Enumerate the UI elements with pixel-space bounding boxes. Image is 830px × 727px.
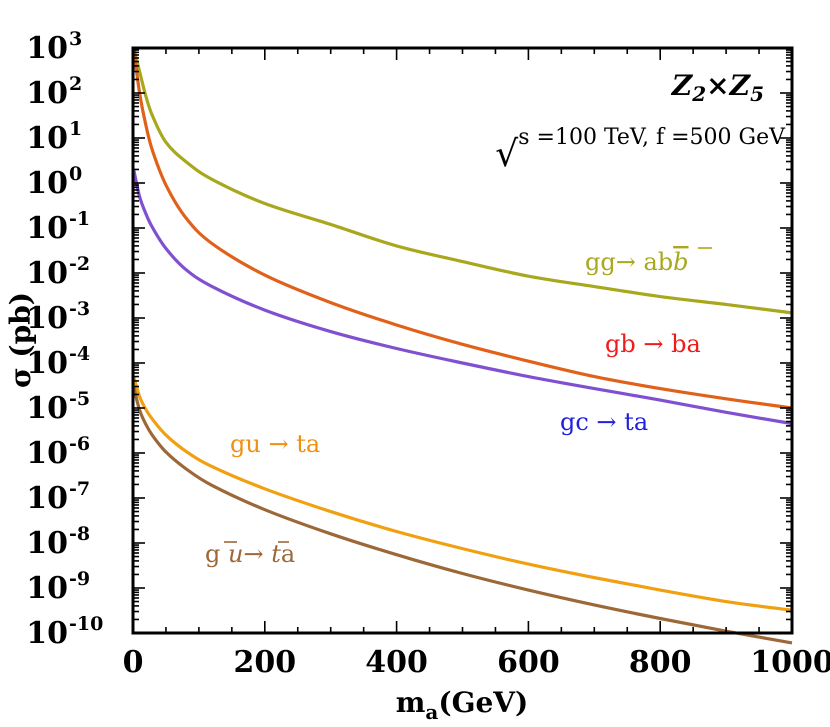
annotation-gubar: g u→ ta	[205, 540, 295, 568]
y-tick-label: 10	[26, 571, 68, 606]
y-tick-exponent: 0	[69, 163, 82, 185]
y-tick-exponent: 2	[69, 73, 82, 95]
series-line-4	[132, 386, 793, 645]
model-label: Z2×Z5	[671, 69, 764, 106]
y-tick-label: 10	[26, 346, 68, 381]
x-tick-label: 600	[497, 645, 560, 680]
y-tick-exponent: 3	[69, 28, 82, 50]
y-tick-label: 10	[26, 616, 68, 651]
curves-layer	[132, 47, 793, 645]
annotation-gg: gg→ abb	[585, 248, 689, 276]
y-tick-label: 10	[26, 76, 68, 111]
y-tick-exponent: 1	[69, 118, 82, 140]
series-line-0	[132, 47, 793, 315]
series-line-1	[132, 47, 793, 410]
y-tick-label: 10	[26, 301, 68, 336]
y-tick-exponent: -9	[69, 568, 90, 590]
y-tick-label: 10	[26, 121, 68, 156]
y-tick-label: 10	[26, 526, 68, 561]
y-tick-label: 10	[26, 256, 68, 291]
x-tick-label: 200	[233, 645, 296, 680]
y-tick-label: 10	[26, 391, 68, 426]
annotation-gc: gc → ta	[560, 408, 648, 436]
energy-label: √s =100 TeV, f =500 GeV	[495, 125, 786, 175]
y-tick-label: 10	[26, 166, 68, 201]
plot-frame	[131, 46, 794, 635]
annotation-gu: gu → ta	[230, 430, 320, 458]
y-tick-exponent: -3	[69, 298, 90, 320]
y-tick-exponent: -8	[69, 523, 90, 545]
y-tick-label: 10	[26, 481, 68, 516]
y-tick-label: 10	[26, 31, 68, 66]
x-tick-label: 0	[123, 645, 144, 680]
y-tick-exponent: -4	[69, 343, 90, 365]
y-axis-title: σ (pb)	[4, 292, 37, 388]
x-axis-title: ma(GeV)	[396, 686, 529, 724]
y-tick-label: 10	[26, 436, 68, 471]
y-tick-exponent: -7	[69, 478, 90, 500]
y-tick-exponent: -1	[69, 208, 90, 230]
y-tick-exponent: -2	[69, 253, 90, 275]
x-tick-label: 800	[629, 645, 692, 680]
y-tick-exponent: -5	[69, 388, 90, 410]
y-tick-exponent: -10	[69, 613, 103, 635]
series-line-2	[132, 169, 793, 426]
x-tick-label: 400	[365, 645, 428, 680]
annotation-gb: gb → ba	[605, 330, 701, 358]
series-line-3	[132, 376, 793, 612]
y-tick-label: 10	[26, 211, 68, 246]
y-tick-exponent: -6	[69, 433, 90, 455]
x-tick-label: 1000	[750, 645, 830, 680]
